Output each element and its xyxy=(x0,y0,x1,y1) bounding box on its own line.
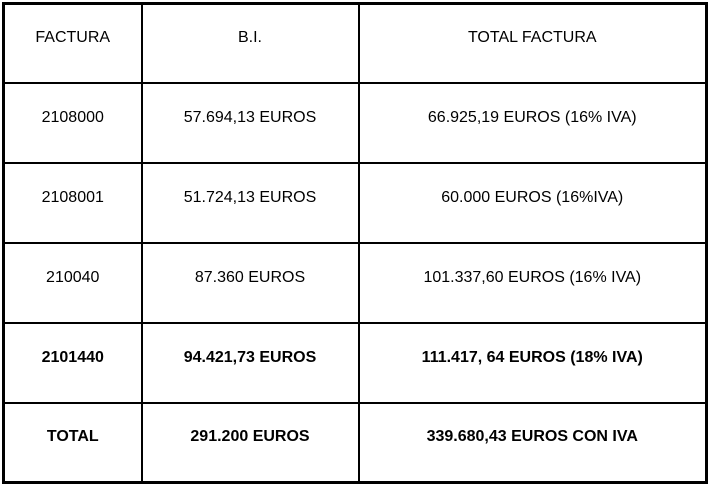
cell-bi: 291.200 EUROS xyxy=(140,401,360,484)
cell-factura: 2108000 xyxy=(2,81,143,164)
cell-total: 101.337,60 EUROS (16% IVA) xyxy=(357,241,708,324)
cell-total: 339.680,43 EUROS CON IVA xyxy=(357,401,708,484)
cell-total: 66.925,19 EUROS (16% IVA) xyxy=(357,81,708,164)
table-header-row: FACTURA B.I. TOTAL FACTURA xyxy=(2,2,708,84)
cell-factura: 2101440 xyxy=(2,321,143,404)
table-row: 2108001 51.724,13 EUROS 60.000 EUROS (16… xyxy=(2,161,708,244)
cell-factura: TOTAL xyxy=(2,401,143,484)
cell-factura: 2108001 xyxy=(2,161,143,244)
cell-bi: 57.694,13 EUROS xyxy=(140,81,360,164)
table-row: 210040 87.360 EUROS 101.337,60 EUROS (16… xyxy=(2,241,708,324)
cell-factura: 210040 xyxy=(2,241,143,324)
col-header-factura: FACTURA xyxy=(2,2,143,84)
cell-bi: 94.421,73 EUROS xyxy=(140,321,360,404)
col-header-total-factura: TOTAL FACTURA xyxy=(357,2,708,84)
col-header-bi: B.I. xyxy=(140,2,360,84)
table-row: 2108000 57.694,13 EUROS 66.925,19 EUROS … xyxy=(2,81,708,164)
cell-total: 111.417, 64 EUROS (18% IVA) xyxy=(357,321,708,404)
table-row: 2101440 94.421,73 EUROS 111.417, 64 EURO… xyxy=(2,321,708,404)
cell-total: 60.000 EUROS (16%IVA) xyxy=(357,161,708,244)
table-total-row: TOTAL 291.200 EUROS 339.680,43 EUROS CON… xyxy=(2,401,708,484)
cell-bi: 51.724,13 EUROS xyxy=(140,161,360,244)
cell-bi: 87.360 EUROS xyxy=(140,241,360,324)
invoice-summary-table: FACTURA B.I. TOTAL FACTURA 2108000 57.69… xyxy=(2,2,708,484)
